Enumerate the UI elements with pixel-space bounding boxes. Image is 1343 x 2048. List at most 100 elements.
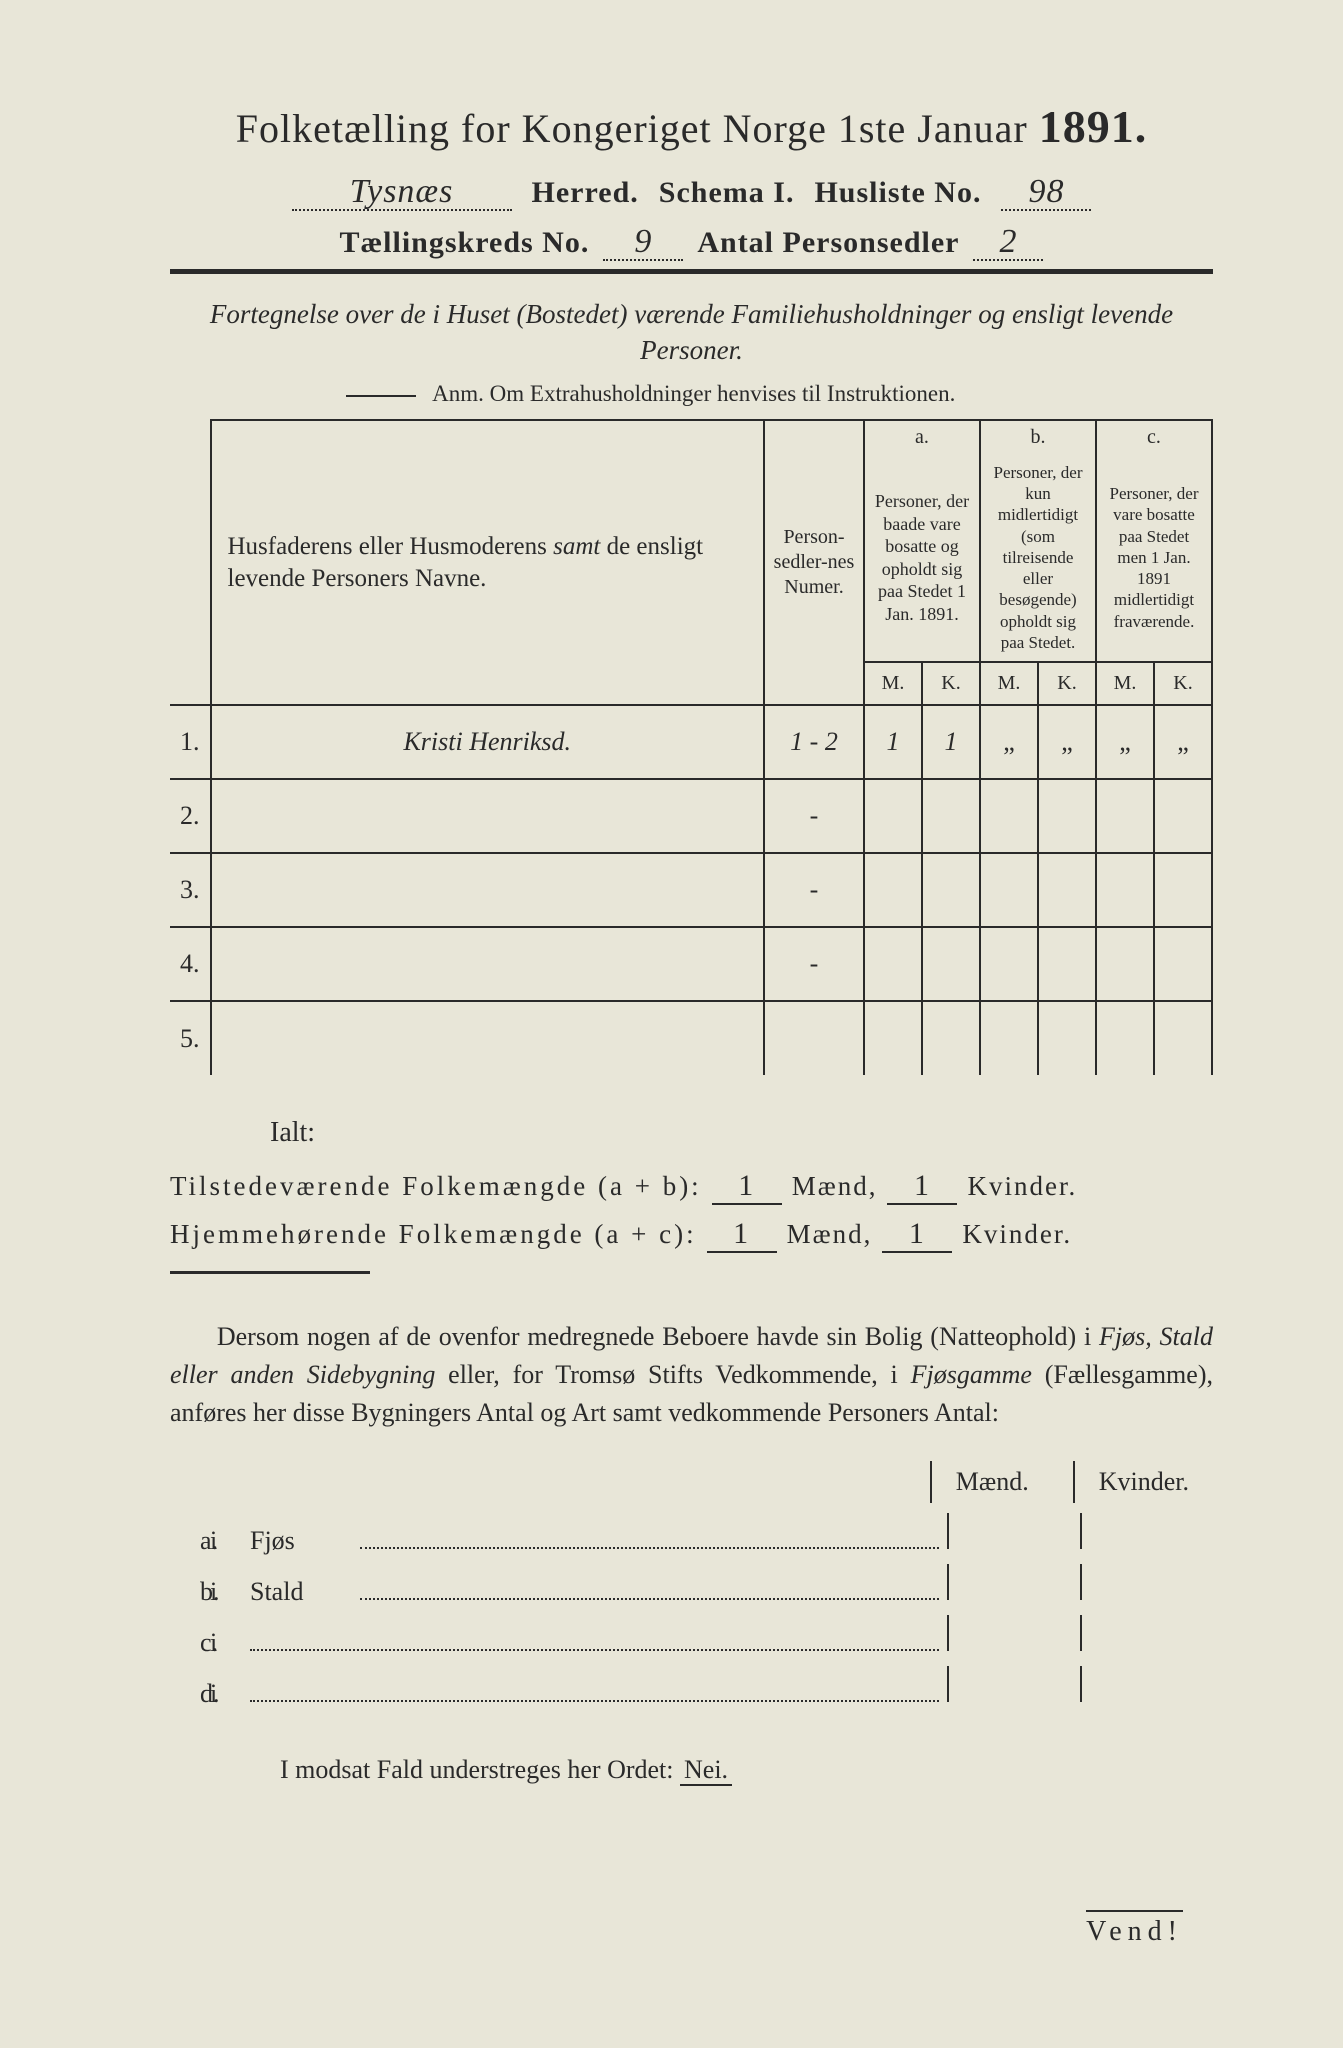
table-row: 1. Kristi Henriksd. 1 - 2 1 1 „ „ „ „ — [170, 705, 1212, 779]
a-m-cell — [864, 779, 922, 853]
kvinder-label: Kvinder. — [962, 1219, 1072, 1250]
col-b-k: K. — [1038, 662, 1096, 705]
b-k-cell — [1038, 779, 1096, 853]
b-k-cell: „ — [1038, 705, 1096, 779]
col-c-k: K. — [1154, 662, 1212, 705]
col-c-header: Personer, der vare bosatte paa Stedet me… — [1096, 454, 1212, 662]
b-dots — [360, 1598, 939, 1600]
b-k-cell — [1038, 853, 1096, 927]
sum-ac-k: 1 — [882, 1217, 952, 1253]
maend-label: Mænd, — [792, 1171, 878, 1202]
a-k-cell: 1 — [922, 705, 980, 779]
b-kvinder — [1080, 1513, 1213, 1549]
divider — [170, 269, 1213, 274]
name-cell — [211, 1001, 765, 1075]
b-m-cell: „ — [980, 705, 1038, 779]
name-cell — [211, 927, 765, 1001]
sum-ac-label: Hjemmehørende Folkemængde (a + c): — [170, 1219, 697, 1250]
b-kvinder — [1080, 1666, 1213, 1702]
b-dots — [250, 1649, 939, 1651]
table-row: 2. - — [170, 779, 1212, 853]
nei-prefix: I modsat Fald understreges her Ordet: — [280, 1755, 674, 1784]
census-table: Husfaderens eller Husmoderens samt de en… — [170, 419, 1213, 1075]
form-subtitle: Fortegnelse over de i Huset (Bostedet) v… — [170, 296, 1213, 369]
b-m-cell — [980, 1001, 1038, 1075]
ialt-heading: Ialt: — [270, 1117, 1213, 1149]
row-number: 2. — [170, 779, 211, 853]
anm-note: Anm. Om Extrahusholdninger henvises til … — [170, 381, 1213, 407]
a-m-cell — [864, 1001, 922, 1075]
c-m-cell — [1096, 779, 1154, 853]
title-year: 1891. — [1039, 101, 1148, 152]
building-paragraph: Dersom nogen af de ovenfor medregnede Be… — [170, 1318, 1213, 1431]
col-b-header: Personer, der kun midlertidigt (som tilr… — [980, 454, 1096, 662]
c-k-cell: „ — [1154, 705, 1212, 779]
census-form-page: Folketælling for Kongeriget Norge 1ste J… — [0, 0, 1343, 2048]
title-text: Folketælling for Kongeriget Norge 1ste J… — [236, 106, 1028, 151]
b-kvinder — [1080, 1564, 1213, 1600]
anm-lead-rule — [346, 395, 416, 397]
b-tag: d. — [170, 1679, 210, 1709]
a-k-cell — [922, 853, 980, 927]
a-k-cell — [922, 1001, 980, 1075]
sum-line-ac: Hjemmehørende Folkemængde (a + c): 1 Mæn… — [170, 1217, 1213, 1253]
c-m-cell — [1096, 927, 1154, 1001]
col-b-tag: b. — [980, 420, 1096, 454]
col-a-k: K. — [922, 662, 980, 705]
b-i: i — [210, 1577, 250, 1607]
c-k-cell — [1154, 779, 1212, 853]
num-cell: - — [764, 853, 864, 927]
row-number: 5. — [170, 1001, 211, 1075]
b-dots — [360, 1547, 939, 1549]
name-cell — [211, 779, 765, 853]
c-k-cell — [1154, 927, 1212, 1001]
antal-value: 2 — [973, 225, 1043, 261]
maend-col-header: Mænd. — [930, 1461, 1053, 1503]
sum-ab-label: Tilstedeværende Folkemængde (a + b): — [170, 1171, 702, 1202]
page-title: Folketælling for Kongeriget Norge 1ste J… — [170, 100, 1213, 153]
b-maend — [947, 1615, 1080, 1651]
b-tag: a. — [170, 1526, 210, 1556]
b-m-cell — [980, 853, 1038, 927]
husliste-label: Husliste No. — [814, 176, 981, 210]
c-k-cell — [1154, 1001, 1212, 1075]
col-c-m: M. — [1096, 662, 1154, 705]
herred-label: Herred. — [532, 176, 639, 210]
name-cell — [211, 853, 765, 927]
herred-value: Tysnæs — [292, 175, 512, 211]
b-name: Stald — [250, 1577, 360, 1607]
table-row: 5. — [170, 1001, 1212, 1075]
table-row: 3. - — [170, 853, 1212, 927]
kvinder-col-header: Kvinder. — [1073, 1461, 1213, 1503]
table-row: 4. - — [170, 927, 1212, 1001]
b-m-cell — [980, 779, 1038, 853]
b-i: i — [210, 1526, 250, 1556]
col-a-tag: a. — [864, 420, 980, 454]
a-m-cell — [864, 853, 922, 927]
b-k-cell — [1038, 1001, 1096, 1075]
a-m-cell: 1 — [864, 705, 922, 779]
building-row-c: c. i — [170, 1615, 1213, 1658]
b-maend — [947, 1564, 1080, 1600]
sum-ab-m: 1 — [712, 1169, 782, 1205]
col-a-header: Personer, der baade vare bosatte og opho… — [864, 454, 980, 662]
row-number: 3. — [170, 853, 211, 927]
a-k-cell — [922, 927, 980, 1001]
c-m-cell: „ — [1096, 705, 1154, 779]
col-num-header: Person-sedler-nes Numer. — [764, 420, 864, 705]
b-m-cell — [980, 927, 1038, 1001]
row-number: 1. — [170, 705, 211, 779]
b-maend — [947, 1666, 1080, 1702]
num-cell: 1 - 2 — [764, 705, 864, 779]
antal-label: Antal Personsedler — [697, 226, 959, 260]
b-tag: b. — [170, 1577, 210, 1607]
c-m-cell — [1096, 853, 1154, 927]
building-row-d: d. i — [170, 1666, 1213, 1709]
kreds-label: Tællingskreds No. — [340, 226, 590, 260]
b-i: i — [210, 1679, 250, 1709]
b-dots — [250, 1700, 939, 1702]
a-k-cell — [922, 779, 980, 853]
anm-text: Anm. Om Extrahusholdninger henvises til … — [432, 381, 955, 406]
header-line-3: Tællingskreds No. 9 Antal Personsedler 2 — [170, 225, 1213, 261]
maend-label: Mænd, — [787, 1219, 873, 1250]
